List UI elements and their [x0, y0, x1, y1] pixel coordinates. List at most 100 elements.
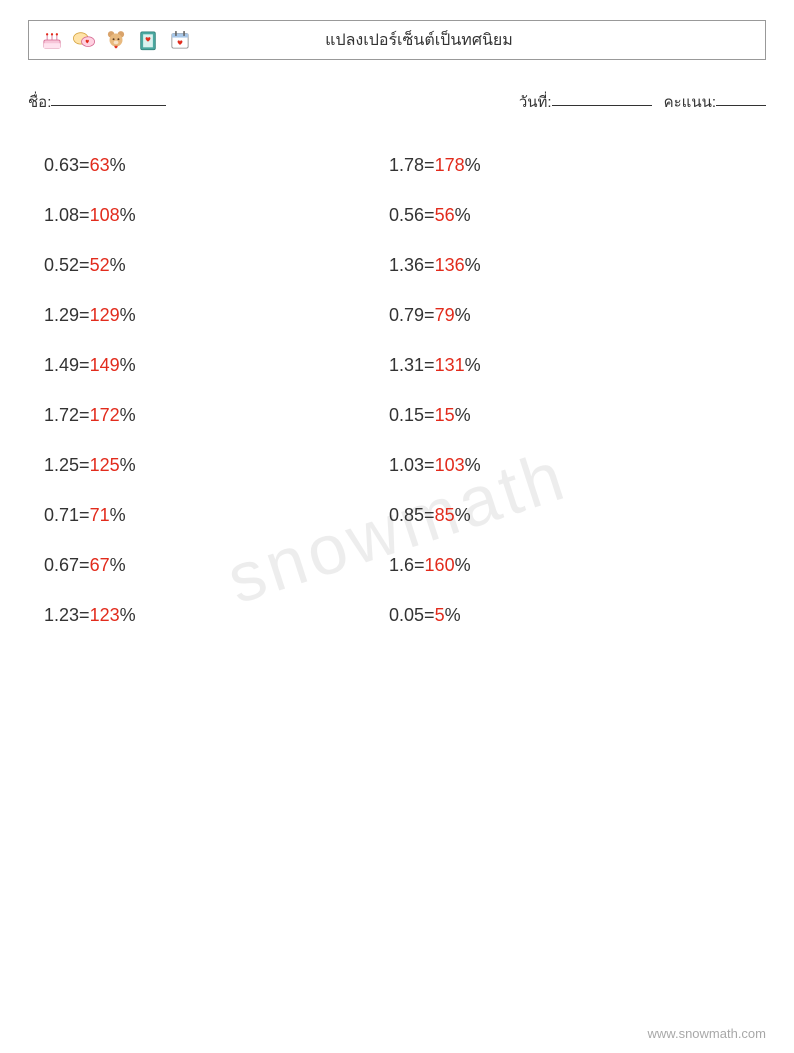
problem-decimal: 0.05	[389, 605, 424, 626]
problem-decimal: 0.15	[389, 405, 424, 426]
problem-row: 0.63 = 63%	[44, 140, 389, 190]
problem-row: 1.36 = 136%	[389, 240, 734, 290]
problem-row: 1.78 = 178%	[389, 140, 734, 190]
header-icons	[29, 27, 193, 53]
problem-row: 1.29 = 129%	[44, 290, 389, 340]
equals-sign: =	[79, 505, 90, 526]
score-blank	[716, 90, 766, 106]
problem-answer: 15	[435, 405, 455, 426]
speech-heart-icon	[71, 27, 97, 53]
problem-row: 1.6 = 160%	[389, 540, 734, 590]
equals-sign: =	[79, 205, 90, 226]
problem-row: 1.03 = 103%	[389, 440, 734, 490]
equals-sign: =	[424, 455, 435, 476]
problem-answer: 131	[435, 355, 465, 376]
percent-sign: %	[465, 255, 481, 276]
percent-sign: %	[120, 355, 136, 376]
percent-sign: %	[455, 555, 471, 576]
percent-sign: %	[120, 305, 136, 326]
problem-decimal: 1.31	[389, 355, 424, 376]
problem-decimal: 1.08	[44, 205, 79, 226]
percent-sign: %	[120, 605, 136, 626]
equals-sign: =	[424, 255, 435, 276]
problem-row: 0.67 = 67%	[44, 540, 389, 590]
percent-sign: %	[465, 355, 481, 376]
problem-decimal: 1.25	[44, 455, 79, 476]
equals-sign: =	[79, 455, 90, 476]
problem-answer: 5	[435, 605, 445, 626]
equals-sign: =	[424, 155, 435, 176]
header-box: แปลงเปอร์เซ็นต์เป็นทศนิยม	[28, 20, 766, 60]
score-label: คะแนน:	[664, 90, 716, 114]
problem-row: 0.79 = 79%	[389, 290, 734, 340]
equals-sign: =	[424, 605, 435, 626]
problem-answer: 123	[90, 605, 120, 626]
equals-sign: =	[424, 305, 435, 326]
problem-row: 0.56 = 56%	[389, 190, 734, 240]
problem-answer: 172	[90, 405, 120, 426]
worksheet-title: แปลงเปอร์เซ็นต์เป็นทศนิยม	[193, 28, 765, 53]
problem-decimal: 0.63	[44, 155, 79, 176]
problem-answer: 149	[90, 355, 120, 376]
problem-answer: 56	[435, 205, 455, 226]
problem-answer: 108	[90, 205, 120, 226]
problem-decimal: 1.78	[389, 155, 424, 176]
calendar-heart-icon	[167, 27, 193, 53]
percent-sign: %	[465, 155, 481, 176]
equals-sign: =	[79, 405, 90, 426]
problem-answer: 79	[435, 305, 455, 326]
percent-sign: %	[110, 155, 126, 176]
problem-decimal: 1.36	[389, 255, 424, 276]
cake-icon	[39, 27, 65, 53]
problem-answer: 52	[90, 255, 110, 276]
problem-row: 1.25 = 125%	[44, 440, 389, 490]
percent-sign: %	[110, 555, 126, 576]
problem-decimal: 0.79	[389, 305, 424, 326]
equals-sign: =	[79, 355, 90, 376]
problem-decimal: 0.52	[44, 255, 79, 276]
problem-answer: 125	[90, 455, 120, 476]
percent-sign: %	[455, 405, 471, 426]
percent-sign: %	[455, 205, 471, 226]
percent-sign: %	[110, 255, 126, 276]
percent-sign: %	[455, 305, 471, 326]
problem-row: 0.52 = 52%	[44, 240, 389, 290]
problem-row: 0.85 = 85%	[389, 490, 734, 540]
problem-row: 1.23 = 123%	[44, 590, 389, 640]
problem-decimal: 1.6	[389, 555, 414, 576]
problems-left-column: 0.63 = 63%1.08 = 108%0.52 = 52%1.29 = 12…	[44, 140, 389, 640]
problem-answer: 63	[90, 155, 110, 176]
problems-area: 0.63 = 63%1.08 = 108%0.52 = 52%1.29 = 12…	[44, 140, 744, 640]
problem-row: 1.72 = 172%	[44, 390, 389, 440]
problem-answer: 71	[90, 505, 110, 526]
percent-sign: %	[445, 605, 461, 626]
percent-sign: %	[455, 505, 471, 526]
problem-answer: 136	[435, 255, 465, 276]
problem-row: 0.05 = 5%	[389, 590, 734, 640]
problem-decimal: 0.56	[389, 205, 424, 226]
problem-row: 0.71 = 71%	[44, 490, 389, 540]
percent-sign: %	[120, 205, 136, 226]
equals-sign: =	[79, 305, 90, 326]
problem-answer: 178	[435, 155, 465, 176]
footer-url: www.snowmath.com	[648, 1026, 766, 1041]
problem-row: 1.08 = 108%	[44, 190, 389, 240]
name-blank	[51, 90, 166, 106]
equals-sign: =	[79, 155, 90, 176]
equals-sign: =	[424, 505, 435, 526]
problem-answer: 85	[435, 505, 455, 526]
book-heart-icon	[135, 27, 161, 53]
equals-sign: =	[79, 255, 90, 276]
percent-sign: %	[110, 505, 126, 526]
problem-row: 1.31 = 131%	[389, 340, 734, 390]
problem-decimal: 1.72	[44, 405, 79, 426]
percent-sign: %	[120, 455, 136, 476]
problem-answer: 160	[425, 555, 455, 576]
percent-sign: %	[120, 405, 136, 426]
problem-decimal: 0.71	[44, 505, 79, 526]
teddy-icon	[103, 27, 129, 53]
equals-sign: =	[424, 405, 435, 426]
problem-decimal: 1.49	[44, 355, 79, 376]
date-label: วันที่:	[519, 90, 552, 114]
problem-decimal: 0.85	[389, 505, 424, 526]
